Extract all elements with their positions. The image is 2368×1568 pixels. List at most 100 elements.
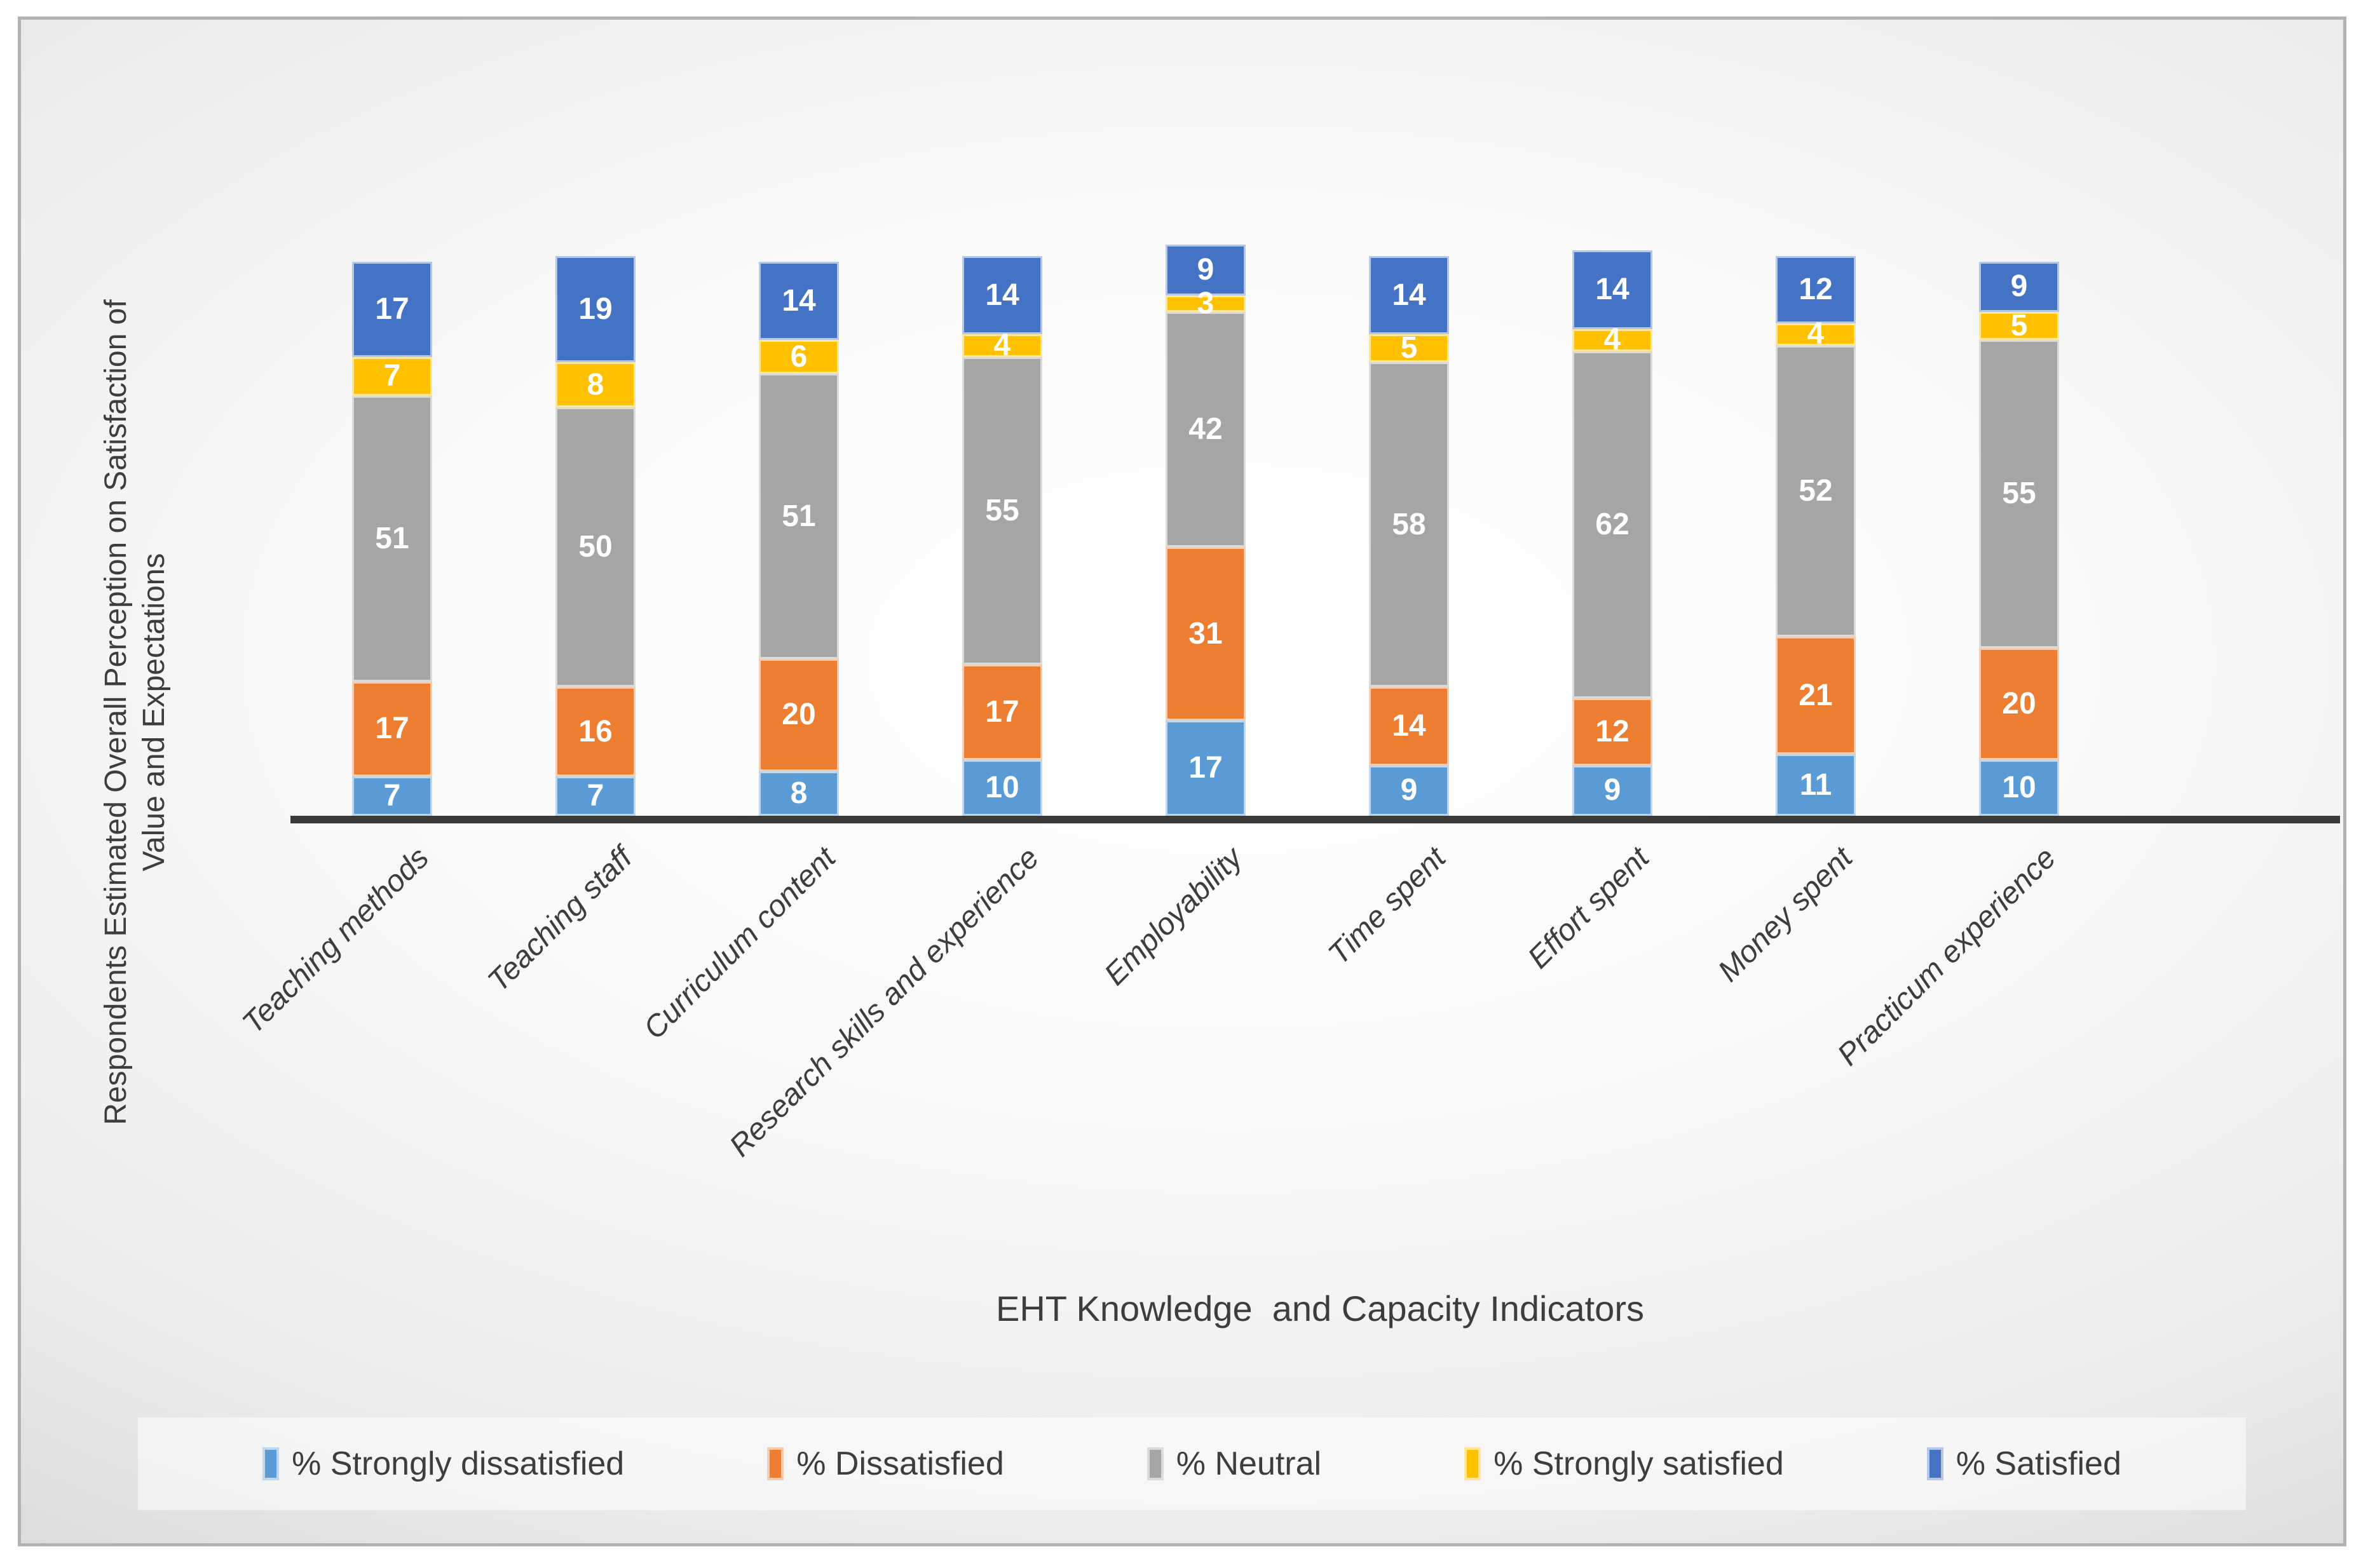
segment-value-label: 8: [587, 367, 604, 402]
segment-neutral-practicum-experience: 55: [1979, 340, 2059, 648]
segment-neutral-effort-spent: 62: [1572, 351, 1652, 698]
segment-satisfied-employability: 9: [1166, 245, 1246, 295]
bar-slot: 10 20 55 5 9: [1917, 261, 2121, 816]
x-category-label-teaching-staff: Teaching staff: [481, 841, 639, 999]
segment-dissatisfied-effort-spent: 12: [1572, 698, 1652, 766]
stacked-bar-money-spent: 11 21 52 4 12: [1776, 256, 1856, 816]
segment-satisfied-research-skills-and-experience: 14: [962, 256, 1042, 335]
x-category-label-practicum-experience: Practicum experience: [1831, 841, 2063, 1072]
segment-strongly-satisfied-teaching-staff: 8: [555, 362, 636, 407]
segment-value-label: 12: [1595, 714, 1630, 748]
segment-dissatisfied-teaching-methods: 17: [352, 681, 432, 777]
segment-dissatisfied-time-spent: 14: [1369, 687, 1449, 766]
bar-slot: 11 21 52 4 12: [1714, 256, 1917, 816]
stacked-bar-employability: 17 31 42 3 9: [1166, 245, 1246, 816]
segment-neutral-curriculum-content: 51: [759, 374, 839, 659]
segment-value-label: 9: [1197, 253, 1215, 287]
segment-neutral-time-spent: 58: [1369, 362, 1449, 687]
legend-label: % Dissatisfied: [796, 1445, 1004, 1482]
x-category-label-research-skills-and-experience: Research skills and experience: [723, 841, 1046, 1163]
segment-value-label: 17: [375, 712, 409, 746]
segment-neutral-research-skills-and-experience: 55: [962, 356, 1042, 665]
segment-satisfied-time-spent: 14: [1369, 256, 1449, 335]
segment-strongly-dissatisfied-curriculum-content: 8: [759, 771, 839, 816]
stacked-bar-teaching-staff: 7 16 50 8 19: [555, 256, 636, 816]
segment-value-label: 7: [587, 779, 604, 813]
segment-value-label: 10: [985, 770, 1019, 804]
chart-legend: % Strongly dissatisfied % Dissatisfied % N…: [138, 1417, 2246, 1510]
segment-value-label: 62: [1595, 507, 1630, 541]
segment-value-label: 4: [1807, 317, 1825, 351]
bar-slot: 17 31 42 3 9: [1104, 245, 1307, 816]
segment-value-label: 7: [383, 359, 401, 393]
segment-strongly-dissatisfied-money-spent: 11: [1776, 754, 1856, 816]
segment-value-label: 31: [1188, 616, 1223, 651]
segment-strongly-satisfied-employability: 3: [1166, 288, 1246, 318]
segment-strongly-dissatisfied-employability: 17: [1166, 720, 1246, 816]
legend-label: % Satisfied: [1956, 1445, 2121, 1482]
segment-value-label: 19: [578, 292, 613, 326]
legend-item-strongly-satisfied: % Strongly satisfied: [1464, 1445, 1784, 1483]
x-category-label-money-spent: Money spent: [1711, 841, 1860, 989]
segment-value-label: 50: [578, 530, 613, 564]
segment-strongly-dissatisfied-teaching-staff: 7: [555, 776, 636, 816]
x-category-label-time-spent: Time spent: [1322, 841, 1453, 971]
stacked-bar-effort-spent: 9 12 62 4 14: [1572, 250, 1652, 816]
segment-strongly-dissatisfied-teaching-methods: 7: [352, 776, 432, 816]
segment-value-label: 20: [782, 698, 816, 732]
legend-swatch-icon: [262, 1447, 280, 1480]
segment-value-label: 14: [1392, 709, 1426, 743]
segment-value-label: 58: [1392, 507, 1426, 541]
segment-strongly-satisfied-effort-spent: 4: [1572, 325, 1652, 355]
stacked-bar-practicum-experience: 10 20 55 5 9: [1979, 261, 2059, 816]
segment-satisfied-teaching-staff: 19: [555, 256, 636, 363]
segment-satisfied-teaching-methods: 17: [352, 261, 432, 357]
x-axis-title: EHT Knowledge and Capacity Indicators: [996, 1288, 1644, 1328]
stacked-bar-research-skills-and-experience: 10 17 55 4 14: [962, 256, 1042, 816]
segment-neutral-teaching-methods: 51: [352, 396, 432, 682]
segment-dissatisfied-curriculum-content: 20: [759, 659, 839, 771]
stacked-bar-teaching-methods: 7 17 51 7 17: [352, 261, 432, 816]
segment-dissatisfied-employability: 31: [1166, 547, 1246, 721]
segment-value-label: 10: [2002, 770, 2036, 804]
bar-slot: 9 14 58 5 14: [1307, 256, 1511, 816]
segment-strongly-dissatisfied-effort-spent: 9: [1572, 765, 1652, 816]
segment-value-label: 4: [1603, 323, 1621, 357]
segment-dissatisfied-money-spent: 21: [1776, 637, 1856, 755]
chart-canvas: Respondents Estimated Overall Perception…: [18, 17, 2346, 1546]
legend-label: % Strongly satisfied: [1494, 1445, 1784, 1482]
segment-neutral-employability: 42: [1166, 312, 1246, 548]
legend-swatch-icon: [1464, 1447, 1481, 1480]
segment-value-label: 42: [1188, 412, 1223, 447]
segment-neutral-money-spent: 52: [1776, 345, 1856, 637]
plot-area: 7 17 51 7 17 7 16 50 8 19 8 20 51 6 14 10 17 55 4 14 17 31 42 3…: [290, 20, 2121, 816]
segment-strongly-dissatisfied-time-spent: 9: [1369, 765, 1449, 816]
segment-value-label: 17: [985, 695, 1019, 729]
segment-value-label: 17: [375, 292, 409, 326]
legend-swatch-icon: [1926, 1447, 1943, 1480]
segment-value-label: 51: [375, 521, 409, 555]
legend-label: % Strongly dissatisfied: [292, 1445, 625, 1482]
segment-value-label: 11: [1799, 767, 1832, 802]
segment-strongly-dissatisfied-practicum-experience: 10: [1979, 759, 2059, 816]
bar-slot: 10 17 55 4 14: [901, 256, 1104, 816]
segment-dissatisfied-research-skills-and-experience: 17: [962, 665, 1042, 760]
segment-value-label: 55: [985, 493, 1019, 527]
segment-satisfied-practicum-experience: 9: [1979, 261, 2059, 313]
segment-value-label: 17: [1188, 751, 1223, 785]
segment-value-label: 21: [1799, 678, 1833, 712]
segment-value-label: 20: [2002, 686, 2036, 720]
segment-value-label: 14: [1392, 278, 1426, 312]
legend-item-satisfied: % Satisfied: [1926, 1445, 2121, 1483]
segment-value-label: 6: [790, 339, 808, 374]
segment-value-label: 55: [2002, 476, 2036, 511]
segment-strongly-dissatisfied-research-skills-and-experience: 10: [962, 759, 1042, 816]
bar-slot: 9 12 62 4 14: [1511, 250, 1714, 816]
segment-value-label: 9: [1400, 773, 1418, 808]
segment-value-label: 8: [790, 776, 808, 810]
bar-slot: 7 16 50 8 19: [494, 256, 697, 816]
legend-label: % Neutral: [1176, 1445, 1322, 1482]
segment-value-label: 9: [2010, 269, 2028, 304]
segment-value-label: 5: [2010, 309, 2028, 343]
segment-dissatisfied-practicum-experience: 20: [1979, 647, 2059, 760]
